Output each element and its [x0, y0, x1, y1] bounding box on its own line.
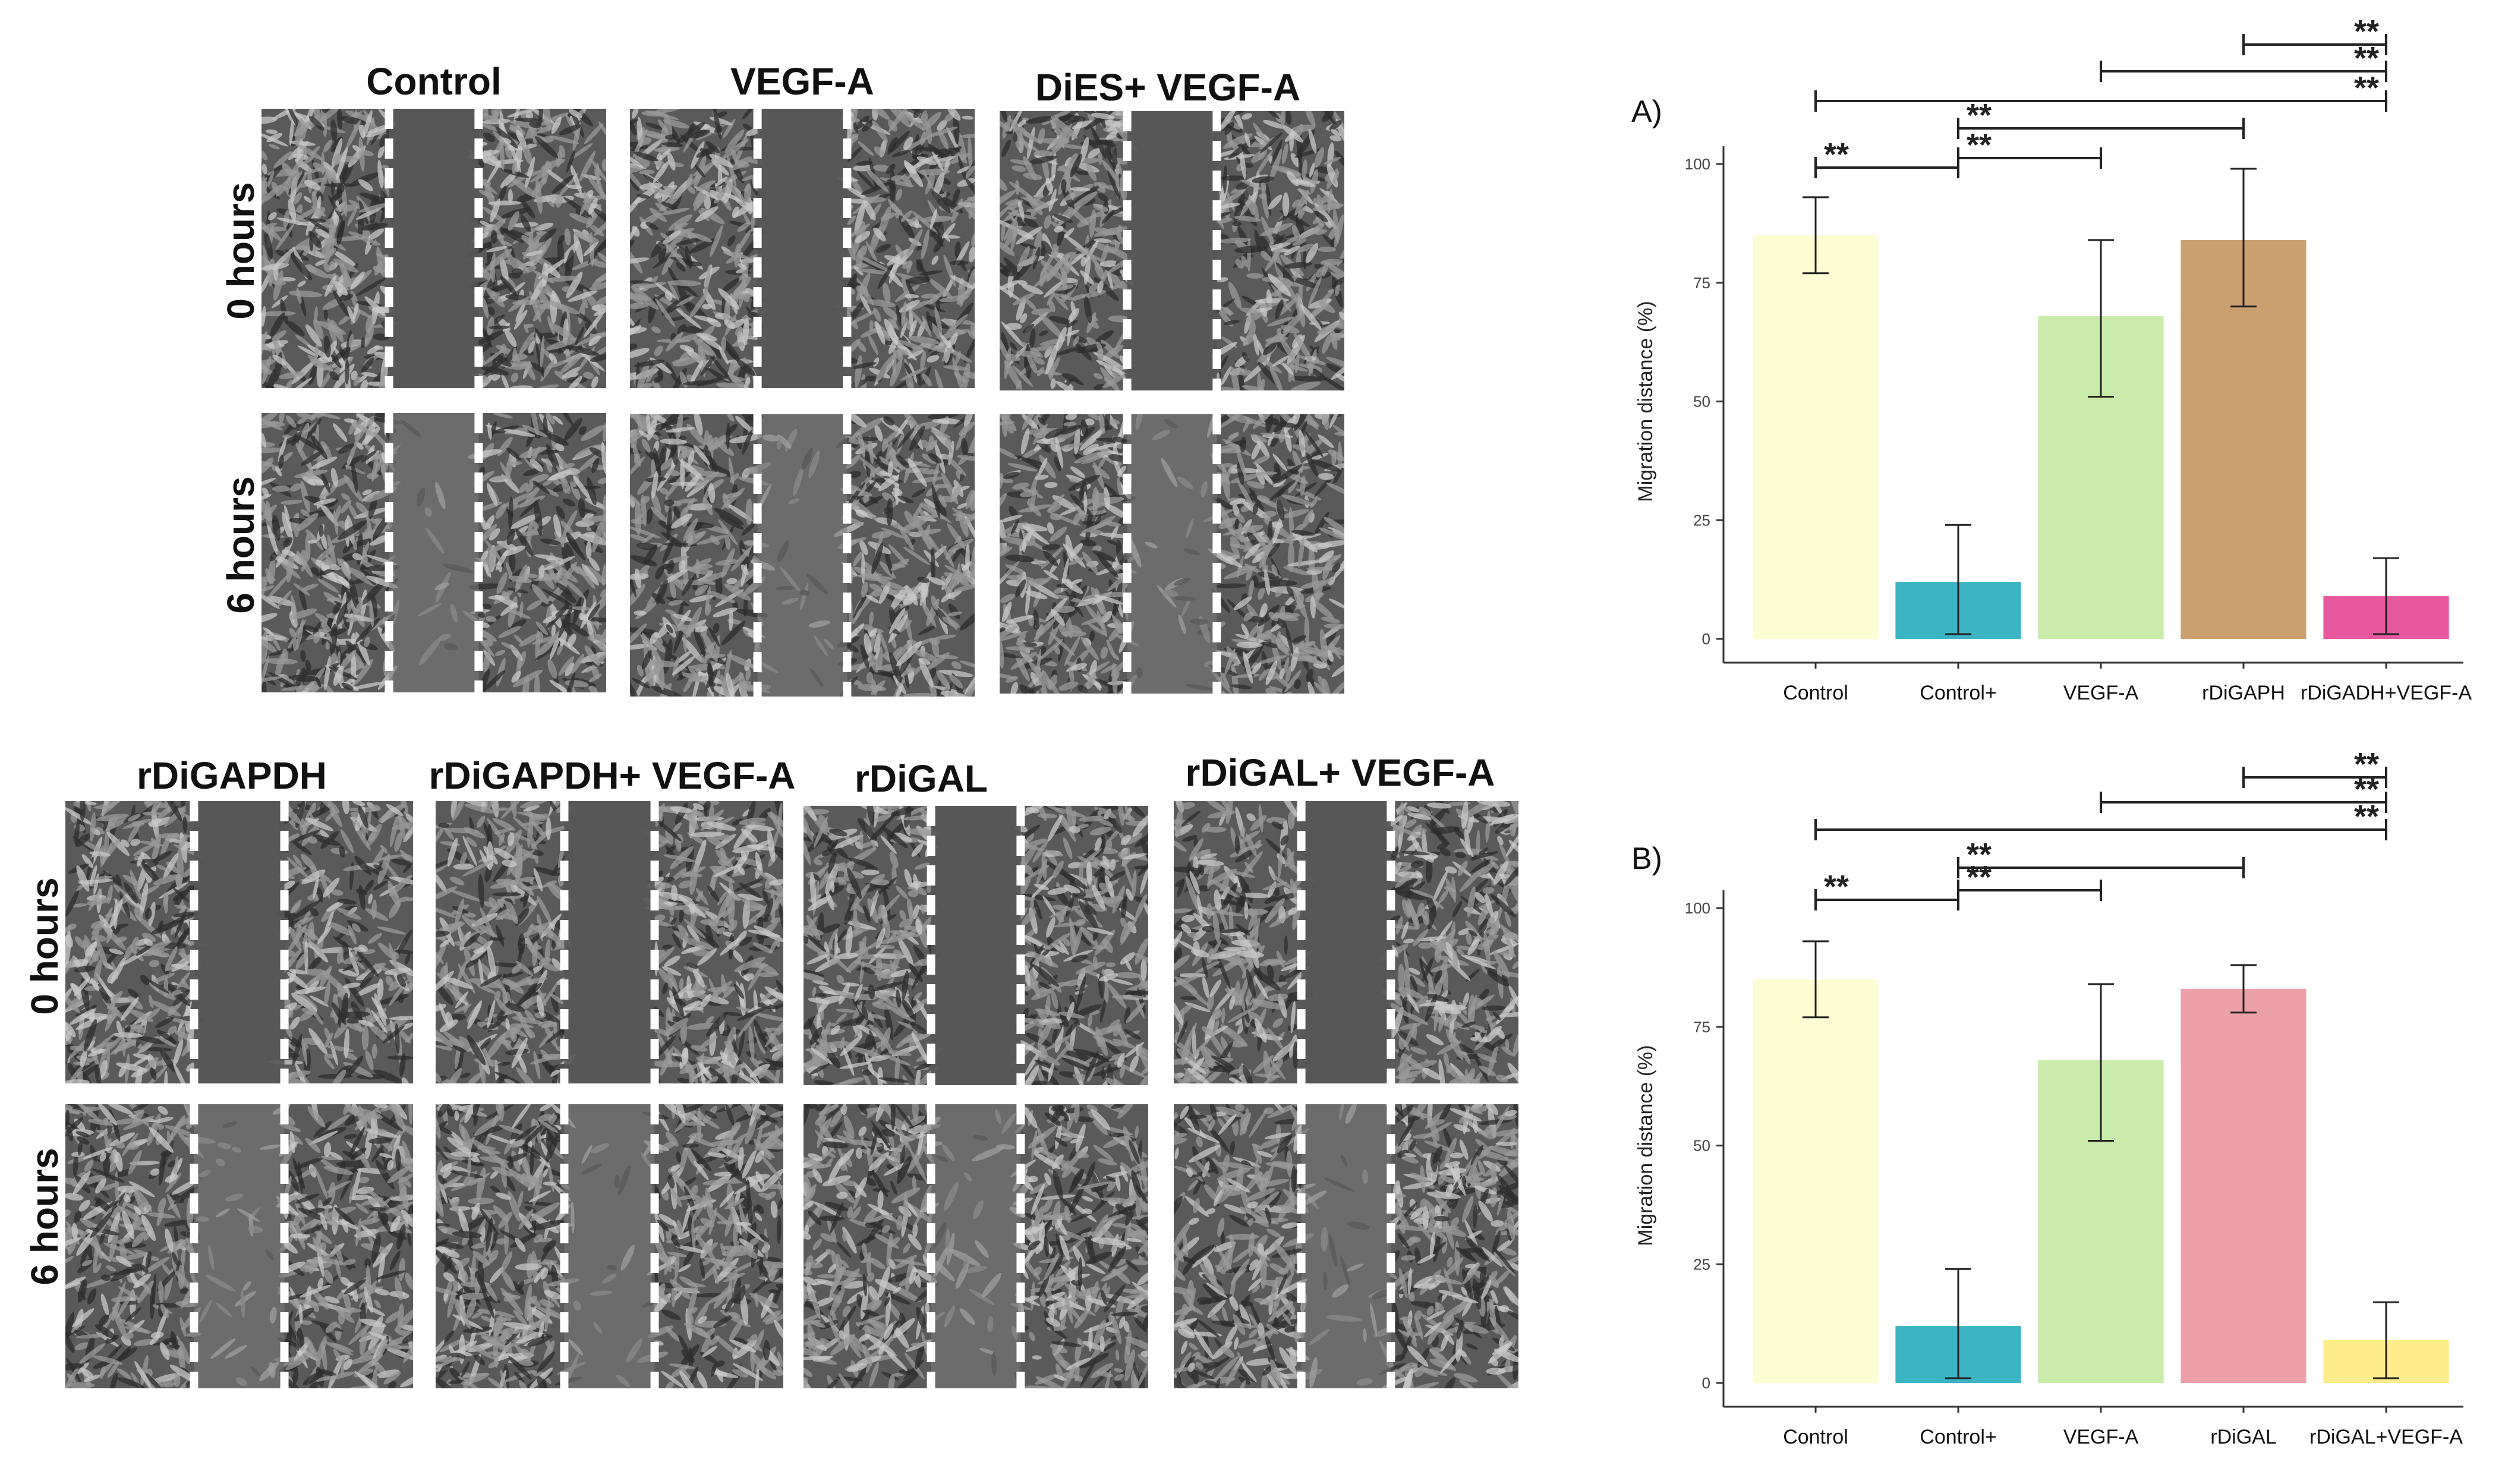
bar-b-0	[1753, 979, 1878, 1383]
panel-label-b: B)	[1631, 842, 1662, 876]
y-tick-label-b-100: 100	[1685, 899, 1710, 917]
micrograph-rdigal-0h	[804, 806, 1148, 1085]
micrograph-title-rdigapdh: rDiGAPDH	[119, 754, 345, 798]
bar-a-0	[1753, 235, 1878, 639]
row-label-6-hours-bottom: 6 hours	[23, 1127, 67, 1306]
micrograph-title-vegf-a: VEGF-A	[704, 59, 900, 103]
x-tick-label-a-0: Control	[1783, 682, 1848, 704]
micrograph-rdigapdh-vegf-a-0h	[436, 801, 783, 1083]
significance-bracket-b-4	[2101, 792, 2386, 813]
significance-bracket-a-4	[2101, 61, 2386, 82]
significance-bracket-b-3	[1816, 819, 2386, 840]
x-tick-label-b-0: Control	[1783, 1426, 1848, 1448]
x-tick-label-a-1: Control+	[1920, 682, 1996, 704]
y-tick-label-a-100: 100	[1685, 155, 1710, 173]
micrograph-vegf-a-6h	[630, 414, 975, 697]
micrograph-rdigapdh-6h	[65, 1104, 413, 1388]
row-label-0-hours-bottom: 0 hours	[23, 857, 67, 1035]
significance-bracket-a-2	[1958, 118, 2244, 139]
y-tick-label-b-75: 75	[1693, 1018, 1710, 1036]
row-label-0-hours-top: 0 hours	[219, 162, 263, 340]
y-tick-label-a-75: 75	[1693, 274, 1710, 292]
micrograph-vegf-a-0h	[630, 109, 975, 388]
x-tick-label-b-2: VEGF-A	[2063, 1426, 2139, 1448]
micrograph-rdigapdh-0h	[65, 801, 413, 1083]
y-tick-label-a-25: 25	[1693, 511, 1710, 529]
micrograph-rdigal-6h	[804, 1104, 1148, 1388]
significance-label-a-5: **	[2354, 14, 2379, 49]
x-tick-label-b-4: rDiGAL+VEGF-A	[2309, 1426, 2463, 1448]
y-tick-label-b-0: 0	[1702, 1374, 1710, 1392]
y-tick-label-a-0: 0	[1702, 630, 1710, 648]
x-tick-label-a-3: rDiGAPH	[2202, 682, 2285, 704]
x-tick-label-a-2: VEGF-A	[2063, 682, 2139, 704]
y-tick-label-a-50: 50	[1693, 393, 1710, 411]
micrograph-title-rdigal: rDiGAL	[820, 757, 1022, 801]
significance-bracket-b-2	[1958, 857, 2244, 878]
y-axis-label-a: Migration distance (%)	[1634, 301, 1657, 502]
micrograph-control-0h	[261, 109, 606, 388]
micrograph-dies-vegf-a-0h	[1000, 111, 1344, 390]
significance-label-b-5: **	[2354, 746, 2379, 782]
x-tick-label-b-1: Control+	[1920, 1426, 1996, 1448]
significance-bracket-a-3	[1816, 90, 2386, 112]
significance-label-a-0: **	[1824, 137, 1849, 172]
micrograph-dies-vegf-a-6h	[1000, 414, 1344, 694]
micrograph-rdigal-vegf-a-0h	[1174, 801, 1518, 1083]
bar-chart-b: B) 0 25 50 75 100 Migration distance (%) Contro…	[1605, 743, 2505, 1481]
micrograph-title-rdigapdh-vegf-a: rDiGAPDH+ VEGF-A	[428, 754, 796, 798]
chart-panel-a: A) 0 25 50 75 100 Migration distance (%) Contro…	[1605, 0, 2505, 737]
x-tick-label-b-3: rDiGAL	[2210, 1426, 2276, 1448]
y-tick-label-b-50: 50	[1693, 1137, 1710, 1155]
bar-chart-a: A) 0 25 50 75 100 Migration distance (%) Contro…	[1605, 0, 2505, 737]
y-axis-label-b: Migration distance (%)	[1634, 1045, 1657, 1246]
micrograph-title-control: Control	[336, 59, 532, 103]
micrograph-control-6h	[261, 413, 606, 692]
micrograph-title-rdigal-vegf-a: rDiGAL+ VEGF-A	[1174, 751, 1507, 795]
bar-b-3	[2181, 989, 2306, 1383]
significance-label-b-2: **	[1967, 837, 1992, 872]
chart-panel-b: B) 0 25 50 75 100 Migration distance (%) Contro…	[1605, 743, 2505, 1481]
significance-label-b-0: **	[1824, 869, 1849, 905]
significance-label-a-2: **	[1967, 97, 1992, 133]
micrograph-title-dies-vegf-a: DiES+ VEGF-A	[981, 65, 1355, 109]
micrograph-rdigapdh-vegf-a-6h	[436, 1104, 783, 1388]
row-label-6-hours-top: 6 hours	[219, 456, 263, 634]
y-tick-label-b-25: 25	[1693, 1255, 1710, 1273]
panel-label-a: A)	[1631, 94, 1662, 129]
micrograph-rdigal-vegf-a-6h	[1174, 1104, 1518, 1388]
x-tick-label-a-4: rDiGADH+VEGF-A	[2301, 682, 2472, 704]
